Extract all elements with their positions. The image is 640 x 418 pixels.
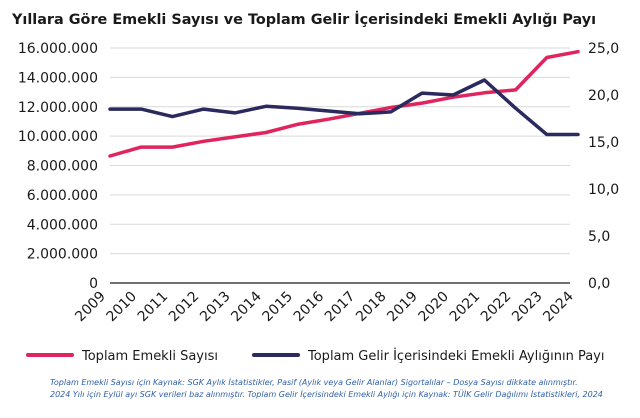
x-tick-label: 2011 — [135, 289, 172, 326]
y-right-tick-label: 10,0 — [588, 182, 619, 198]
x-tick-label: 2010 — [104, 289, 141, 326]
y-left-tick-label: 16.000.000 — [18, 41, 98, 57]
x-tick-label: 2018 — [353, 289, 390, 326]
y-left-tick-label: 8.000.000 — [27, 159, 98, 175]
series-line-emekli-payi — [108, 78, 580, 137]
x-tick-label: 2021 — [447, 289, 484, 326]
y-right-tick-label: 25,0 — [588, 41, 619, 57]
y-left-tick-label: 4.000.000 — [27, 217, 98, 233]
y-left-tick-label: 10.000.000 — [18, 129, 98, 145]
x-tick-label: 2009 — [72, 289, 109, 326]
y-right-tick-label: 0,0 — [588, 276, 610, 292]
x-tick-label: 2022 — [478, 289, 515, 326]
x-tick-label: 2015 — [260, 289, 297, 326]
y-left-tick-label: 12.000.000 — [18, 100, 98, 116]
series-line-emekli-sayisi — [108, 49, 580, 158]
x-tick-label: 2017 — [322, 289, 359, 326]
legend-label-emekli-payi: Toplam Gelir İçerisindeki Emekli Aylığın… — [307, 348, 604, 364]
y-right-tick-label: 5,0 — [588, 229, 610, 245]
x-tick-label: 2016 — [291, 288, 328, 325]
x-tick-label: 2024 — [540, 288, 577, 325]
series-lines — [108, 49, 580, 158]
x-tick-label: 2014 — [228, 288, 265, 325]
x-tick-label: 2023 — [509, 289, 546, 326]
x-tick-label: 2013 — [197, 289, 234, 326]
x-tick-label: 2020 — [416, 289, 453, 326]
y-right-tick-label: 15,0 — [588, 135, 619, 151]
x-tick-label: 2012 — [166, 289, 203, 326]
legend: Toplam Emekli Sayısı Toplam Gelir İçeris… — [26, 348, 604, 364]
x-tick-label: 2019 — [384, 289, 421, 326]
footnote-line-2: 2024 Yılı için Eylül ayı SGK verileri ba… — [50, 389, 603, 399]
y-left-tick-label: 6.000.000 — [27, 188, 98, 204]
legend-label-emekli-sayisi: Toplam Emekli Sayısı — [81, 349, 218, 364]
y-left-tick-label: 2.000.000 — [27, 247, 98, 263]
y-right-tick-label: 20,0 — [588, 88, 619, 104]
y-left-tick-label: 14.000.000 — [18, 70, 98, 86]
y-left-tick-label: 0 — [89, 276, 98, 292]
chart-title: Yıllara Göre Emekli Sayısı ve Toplam Gel… — [11, 11, 596, 28]
grid-lines — [110, 47, 570, 255]
footnote-line-1: Toplam Emekli Sayısı için Kaynak: SGK Ay… — [50, 377, 578, 387]
